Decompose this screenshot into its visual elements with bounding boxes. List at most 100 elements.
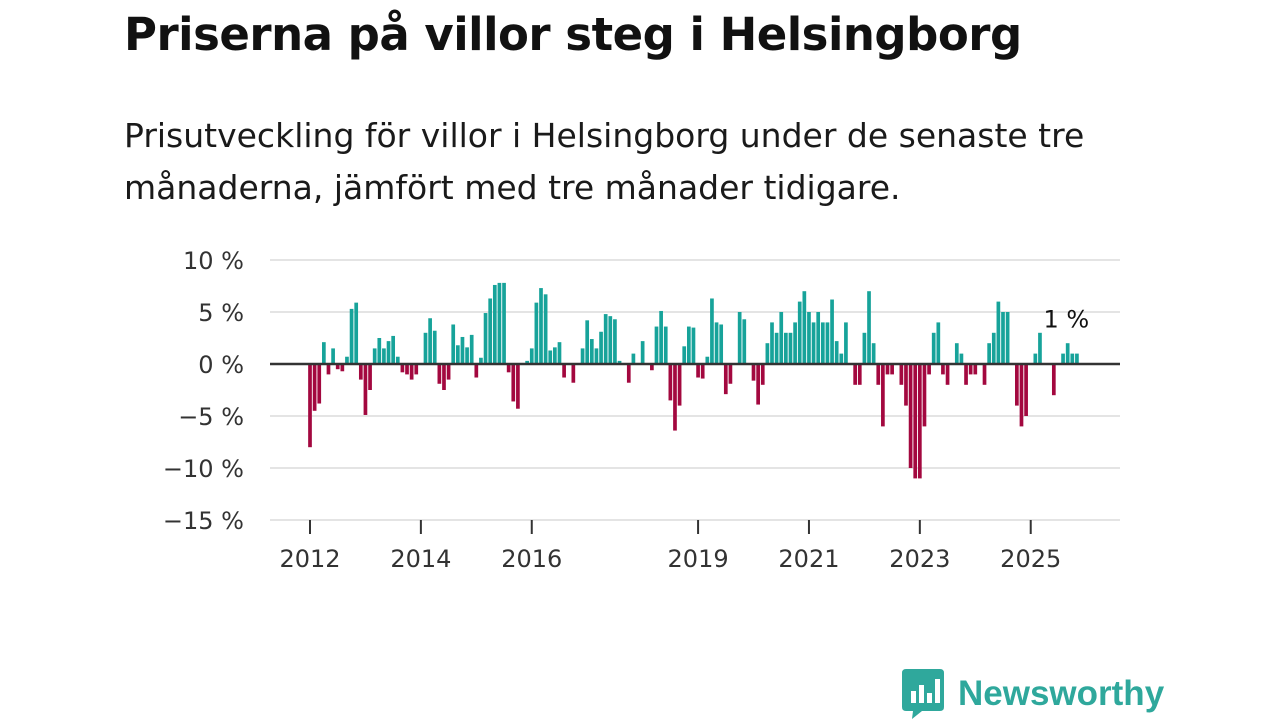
bar <box>899 364 904 385</box>
bar <box>451 324 456 364</box>
bar <box>908 364 913 468</box>
labels: 10 % 5 % 0 % −5 % −10 % −15 % 2012 2014 2016 2019… <box>163 247 1089 573</box>
bar <box>626 364 631 383</box>
bar <box>345 356 349 364</box>
bar <box>867 291 871 364</box>
bar <box>714 322 719 364</box>
bar <box>890 364 894 375</box>
bar <box>696 364 700 378</box>
bar <box>871 343 876 364</box>
bar <box>862 332 867 364</box>
bar <box>557 342 562 364</box>
chart-subtitle: Prisutveckling för villor i Helsingborg … <box>124 116 1085 207</box>
data-label-latest: 1 % <box>1043 306 1089 334</box>
bar <box>1038 332 1042 364</box>
bar <box>382 348 386 364</box>
bar <box>784 332 788 364</box>
bar <box>409 364 414 380</box>
bar <box>1024 364 1028 416</box>
bar <box>802 291 807 364</box>
bar <box>335 364 340 370</box>
bar <box>442 364 446 390</box>
bar <box>931 332 936 364</box>
bar <box>834 341 839 364</box>
y-tick-label: −15 % <box>163 507 244 535</box>
bar <box>756 364 760 405</box>
bar <box>322 342 326 364</box>
bar <box>400 364 405 373</box>
bar <box>516 364 520 409</box>
bar <box>1033 353 1038 364</box>
bar-chart: 10 % 5 % 0 % −5 % −10 % −15 % 2012 2014 2016 2019… <box>163 247 1120 573</box>
bar <box>677 364 682 406</box>
bar <box>617 360 622 364</box>
bar <box>668 364 673 401</box>
bar <box>446 364 451 380</box>
bar <box>807 312 811 364</box>
bar <box>548 350 553 364</box>
bar <box>613 319 617 364</box>
bar <box>525 360 529 364</box>
bar <box>700 364 705 379</box>
bar <box>479 357 483 364</box>
y-tick-label: −10 % <box>163 455 244 483</box>
bar <box>839 353 844 364</box>
bar <box>659 310 663 364</box>
bar <box>1051 364 1056 396</box>
bar <box>811 322 816 364</box>
bar <box>1019 364 1024 427</box>
y-tick-label: 10 % <box>183 247 244 275</box>
x-tick-label: 2016 <box>501 545 562 573</box>
bar <box>428 318 432 364</box>
x-tick-label: 2021 <box>778 545 839 573</box>
bar <box>728 364 733 384</box>
bar <box>1001 312 1005 364</box>
bar <box>885 364 890 375</box>
bar <box>506 364 511 373</box>
bar <box>585 320 590 364</box>
bar <box>913 364 918 479</box>
bar <box>529 348 534 364</box>
bar <box>312 364 317 411</box>
bar <box>405 364 409 375</box>
x-tick-label: 2023 <box>889 545 950 573</box>
newsworthy-logo: Newsworthy <box>902 668 1164 720</box>
bar <box>488 298 493 364</box>
bar <box>682 346 687 364</box>
bar <box>1065 343 1070 364</box>
x-tick-label: 2019 <box>668 545 729 573</box>
y-tick-label: −5 % <box>178 403 244 431</box>
bar <box>432 330 437 364</box>
bar <box>562 364 566 378</box>
bar <box>904 364 908 406</box>
brand-name: Newsworthy <box>958 674 1165 713</box>
bar <box>594 348 599 364</box>
bar <box>326 364 331 375</box>
bar <box>377 338 382 364</box>
bar <box>358 364 363 380</box>
bar <box>793 322 797 364</box>
bar <box>844 322 848 364</box>
bar <box>608 316 613 364</box>
bar <box>673 364 677 431</box>
bar <box>474 364 479 378</box>
axes <box>270 362 1120 534</box>
bar <box>982 364 987 385</box>
bar <box>386 341 391 364</box>
bar <box>1061 353 1065 364</box>
bar <box>941 364 945 375</box>
bar <box>543 294 548 364</box>
bar <box>686 326 691 364</box>
bar <box>654 326 659 364</box>
bar <box>973 364 978 375</box>
bar <box>465 347 469 364</box>
bar <box>705 356 710 364</box>
bar <box>349 308 354 364</box>
bar <box>719 324 724 364</box>
bar <box>936 322 941 364</box>
bar <box>987 343 991 364</box>
bar <box>996 301 1001 364</box>
bar <box>640 341 645 364</box>
x-tick-label: 2014 <box>390 545 451 573</box>
bar <box>710 298 714 364</box>
